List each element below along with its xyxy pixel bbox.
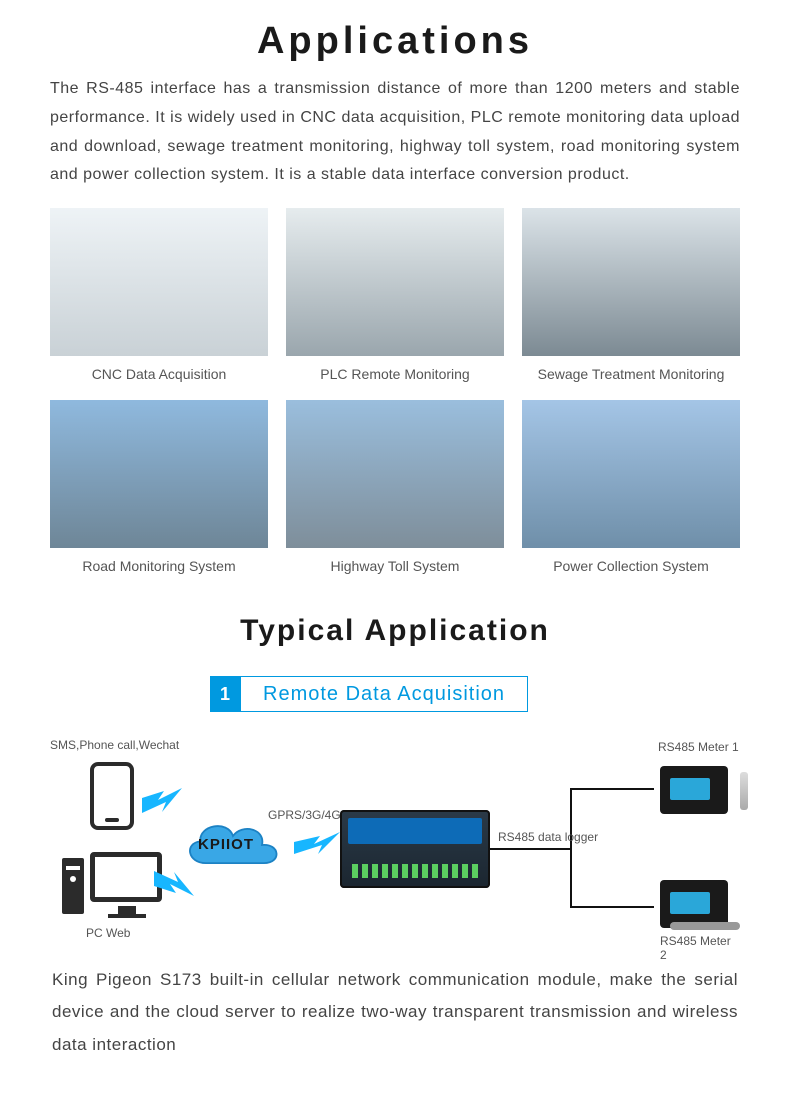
card-caption: PLC Remote Monitoring <box>286 366 504 382</box>
meter-icon <box>660 880 728 928</box>
bolt-icon <box>294 832 340 856</box>
card-caption: Sewage Treatment Monitoring <box>522 366 740 382</box>
card-road: Road Monitoring System <box>50 400 268 574</box>
card-caption: Power Collection System <box>522 558 740 574</box>
page-title: Applications <box>50 20 740 63</box>
pc-base-icon <box>108 914 146 918</box>
subtitle: Typical Application <box>50 614 740 648</box>
phone-icon <box>90 762 134 830</box>
card-sewage: Sewage Treatment Monitoring <box>522 208 740 382</box>
pc-monitor-icon <box>90 852 162 902</box>
wire <box>490 848 570 850</box>
pc-stand-icon <box>118 906 136 914</box>
card-cnc: CNC Data Acquisition <box>50 208 268 382</box>
wire <box>570 788 654 790</box>
label-gprs: GPRS/3G/4G <box>268 808 341 822</box>
card-image <box>50 208 268 356</box>
card-image <box>286 400 504 548</box>
card-toll: Highway Toll System <box>286 400 504 574</box>
card-image <box>286 208 504 356</box>
section-number: 1 <box>210 676 240 712</box>
card-image <box>522 400 740 548</box>
intro-paragraph: The RS-485 interface has a transmission … <box>50 75 740 190</box>
topology-diagram: SMS,Phone call,Wechat PC Web KPIIOT GPRS… <box>50 738 740 948</box>
cards-row-2: Road Monitoring System Highway Toll Syst… <box>50 400 740 574</box>
pc-tower-icon <box>62 858 84 914</box>
card-caption: Highway Toll System <box>286 558 504 574</box>
description-paragraph: King Pigeon S173 built-in cellular netwo… <box>50 964 740 1061</box>
wire <box>570 788 572 908</box>
label-logger: RS485 data logger <box>498 830 598 844</box>
card-plc: PLC Remote Monitoring <box>286 208 504 382</box>
section-header: 1 Remote Data Acquisition <box>210 676 740 712</box>
probe-icon <box>670 922 740 930</box>
card-caption: Road Monitoring System <box>50 558 268 574</box>
card-caption: CNC Data Acquisition <box>50 366 268 382</box>
label-meter2: RS485 Meter 2 <box>660 934 740 962</box>
probe-icon <box>740 772 748 810</box>
card-image <box>50 400 268 548</box>
device-icon <box>340 810 490 888</box>
meter-icon <box>660 766 728 814</box>
label-pcweb: PC Web <box>86 926 130 940</box>
wire <box>570 906 654 908</box>
cards-row-1: CNC Data Acquisition PLC Remote Monitori… <box>50 208 740 382</box>
label-meter1: RS485 Meter 1 <box>658 740 739 754</box>
label-sms: SMS,Phone call,Wechat <box>50 738 179 752</box>
card-image <box>522 208 740 356</box>
cloud-label: KPIIOT <box>198 836 254 853</box>
bolt-icon <box>142 788 182 818</box>
section-title: Remote Data Acquisition <box>240 676 528 712</box>
card-power: Power Collection System <box>522 400 740 574</box>
